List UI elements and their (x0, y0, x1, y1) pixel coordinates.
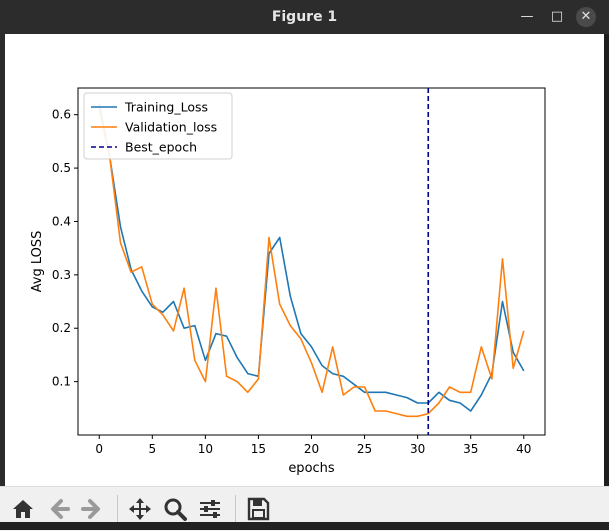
maximize-icon[interactable]: □ (550, 9, 564, 24)
legend: Training_Loss Validation_loss Best_epoch (83, 92, 233, 160)
x-tick-label: 10 (198, 442, 213, 456)
x-tick-label: 30 (410, 442, 425, 456)
x-tick-label: 20 (304, 442, 319, 456)
y-axis-label: Avg LOSS (30, 231, 45, 293)
close-icon[interactable]: ✕ (575, 6, 597, 28)
move-icon (129, 498, 151, 520)
x-tick-label: 15 (251, 442, 266, 456)
home-button[interactable] (9, 495, 37, 523)
background-editor-strip (604, 34, 609, 486)
figure-canvas: 0 5 10 15 20 25 30 35 40 0.1 0.2 0.3 0.4 0.5 0.6 epoch… (5, 34, 604, 486)
toolbar-separator (117, 495, 118, 523)
x-axis-label: epochs (288, 461, 335, 476)
y-tick-label: 0.5 (52, 161, 71, 175)
save-button[interactable] (244, 495, 272, 523)
legend-box (83, 92, 233, 160)
y-tick-label: 0.4 (52, 214, 71, 228)
pan-button[interactable] (126, 495, 154, 523)
background-status-strip (0, 522, 609, 530)
forward-button[interactable] (78, 495, 106, 523)
window-title: Figure 1 (271, 9, 338, 25)
arrow-right-icon (81, 499, 100, 519)
toolbar-separator (235, 495, 236, 523)
zoom-button[interactable] (161, 495, 189, 523)
y-tick-label: 0.1 (52, 375, 71, 389)
back-button[interactable] (45, 495, 73, 523)
legend-label: Best_epoch (125, 140, 197, 155)
magnifier-icon (164, 498, 187, 521)
configure-subplots-button[interactable] (196, 495, 224, 523)
home-icon (13, 500, 33, 518)
series-line-validation-loss (98, 109, 525, 418)
y-tick-label: 0.6 (52, 108, 71, 122)
y-tick-label: 0.2 (52, 321, 71, 335)
minimize-icon[interactable]: — (520, 9, 534, 24)
x-tick-label: 35 (463, 442, 478, 456)
chart-svg: 0 5 10 15 20 25 30 35 40 0.1 0.2 0.3 0.4 0.5 0.6 epoch… (30, 87, 546, 476)
window-titlebar: Figure 1 — □ ✕ (0, 0, 609, 34)
plot-lines (98, 88, 525, 435)
x-tick-label: 0 (95, 442, 103, 456)
x-tick-label: 5 (148, 442, 156, 456)
x-tick-label: 25 (357, 442, 372, 456)
ticks: 0 5 10 15 20 25 30 35 40 0.1 0.2 0.3 0.4 0.5 0.6 (52, 108, 532, 456)
y-tick-label: 0.3 (52, 268, 71, 282)
arrow-left-icon (51, 499, 70, 519)
legend-label: Training_Loss (124, 100, 208, 115)
floppy-disk-icon (247, 497, 270, 521)
series-line-training-loss (98, 103, 525, 412)
legend-label: Validation_loss (125, 120, 217, 135)
sliders-icon (200, 500, 220, 518)
x-tick-label: 40 (516, 442, 531, 456)
